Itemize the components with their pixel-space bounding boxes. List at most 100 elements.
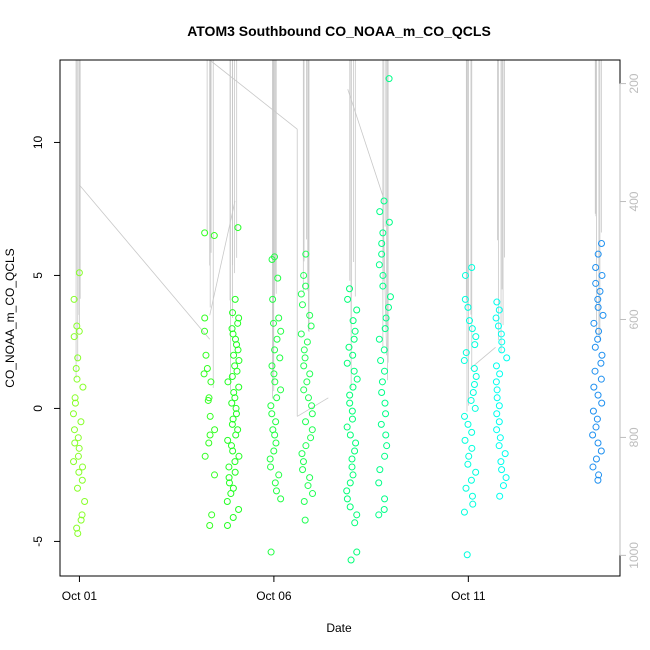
data-point <box>231 468 239 476</box>
data-point <box>470 380 478 388</box>
data-point <box>207 378 215 386</box>
data-point <box>349 317 357 325</box>
secondary-y-tick-label: 800 <box>627 427 641 447</box>
data-point <box>306 311 314 319</box>
data-point <box>234 346 242 354</box>
data-point <box>235 314 243 322</box>
data-point <box>495 402 503 410</box>
data-point <box>267 548 275 556</box>
data-point <box>70 295 78 303</box>
data-points <box>69 75 607 564</box>
x-tick-label: Oct 11 <box>451 589 486 603</box>
data-point <box>472 373 480 381</box>
data-point <box>301 354 309 362</box>
data-point <box>201 314 209 322</box>
data-point <box>594 439 602 447</box>
data-point <box>376 466 384 474</box>
data-point <box>276 354 284 362</box>
data-point <box>494 322 502 330</box>
data-point <box>463 551 471 559</box>
data-point <box>590 319 598 327</box>
data-point <box>343 487 351 495</box>
data-point <box>382 314 390 322</box>
data-point <box>493 410 501 418</box>
data-point <box>231 394 239 402</box>
data-point <box>493 298 501 306</box>
data-point <box>492 362 500 370</box>
x-axis: Oct 01 Oct 06 Oct 11 <box>62 575 486 603</box>
data-point <box>77 516 85 524</box>
data-point <box>203 365 211 373</box>
data-point <box>381 367 389 375</box>
data-point <box>501 450 509 458</box>
data-point <box>75 327 83 335</box>
data-point <box>597 375 605 383</box>
x-tick-label: Oct 06 <box>256 589 292 603</box>
data-point <box>268 255 276 263</box>
data-point <box>594 476 602 484</box>
transit-line <box>297 397 329 417</box>
data-point <box>348 415 356 423</box>
data-point <box>73 484 81 492</box>
data-point <box>597 447 605 455</box>
data-point <box>275 471 283 479</box>
data-point <box>309 490 317 498</box>
data-point <box>351 447 359 455</box>
data-point <box>303 338 311 346</box>
data-point <box>353 511 361 519</box>
data-point <box>235 383 243 391</box>
data-point <box>346 503 354 511</box>
data-point <box>202 351 210 359</box>
data-point <box>206 412 214 420</box>
data-point <box>229 513 237 521</box>
data-point <box>308 402 316 410</box>
data-point <box>375 335 383 343</box>
data-point <box>468 263 476 271</box>
data-point <box>270 370 278 378</box>
data-point <box>302 250 310 258</box>
data-point <box>227 490 235 498</box>
x-tick-label: Oct 01 <box>62 589 98 603</box>
x-axis-label: Date <box>326 621 352 635</box>
data-point <box>269 319 277 327</box>
data-point <box>378 240 386 248</box>
data-point <box>349 351 357 359</box>
data-point <box>229 447 237 455</box>
data-point <box>591 343 599 351</box>
data-point <box>592 455 600 463</box>
data-point <box>461 271 469 279</box>
data-point <box>234 319 242 327</box>
data-point <box>497 458 505 466</box>
data-point <box>375 261 383 269</box>
data-point <box>379 229 387 237</box>
data-point <box>306 474 314 482</box>
data-point <box>468 325 476 333</box>
data-point <box>381 495 389 503</box>
data-point <box>231 335 239 343</box>
data-point <box>301 516 309 524</box>
data-point <box>211 471 219 479</box>
data-point <box>233 367 241 375</box>
data-point <box>599 311 607 319</box>
data-point <box>351 519 359 527</box>
data-point <box>277 495 285 503</box>
data-point <box>205 439 213 447</box>
data-point <box>383 442 391 450</box>
data-point <box>493 394 501 402</box>
data-point <box>493 426 501 434</box>
data-point <box>232 431 240 439</box>
data-point <box>70 458 78 466</box>
data-point <box>266 455 274 463</box>
data-point <box>376 208 384 216</box>
data-point <box>353 375 361 383</box>
secondary-y-tick-label: 200 <box>627 73 641 93</box>
data-point <box>268 362 276 370</box>
data-point <box>346 479 354 487</box>
data-point <box>464 460 472 468</box>
data-point <box>70 333 78 341</box>
data-point <box>268 410 276 418</box>
data-point <box>589 463 597 471</box>
data-point <box>471 341 479 349</box>
